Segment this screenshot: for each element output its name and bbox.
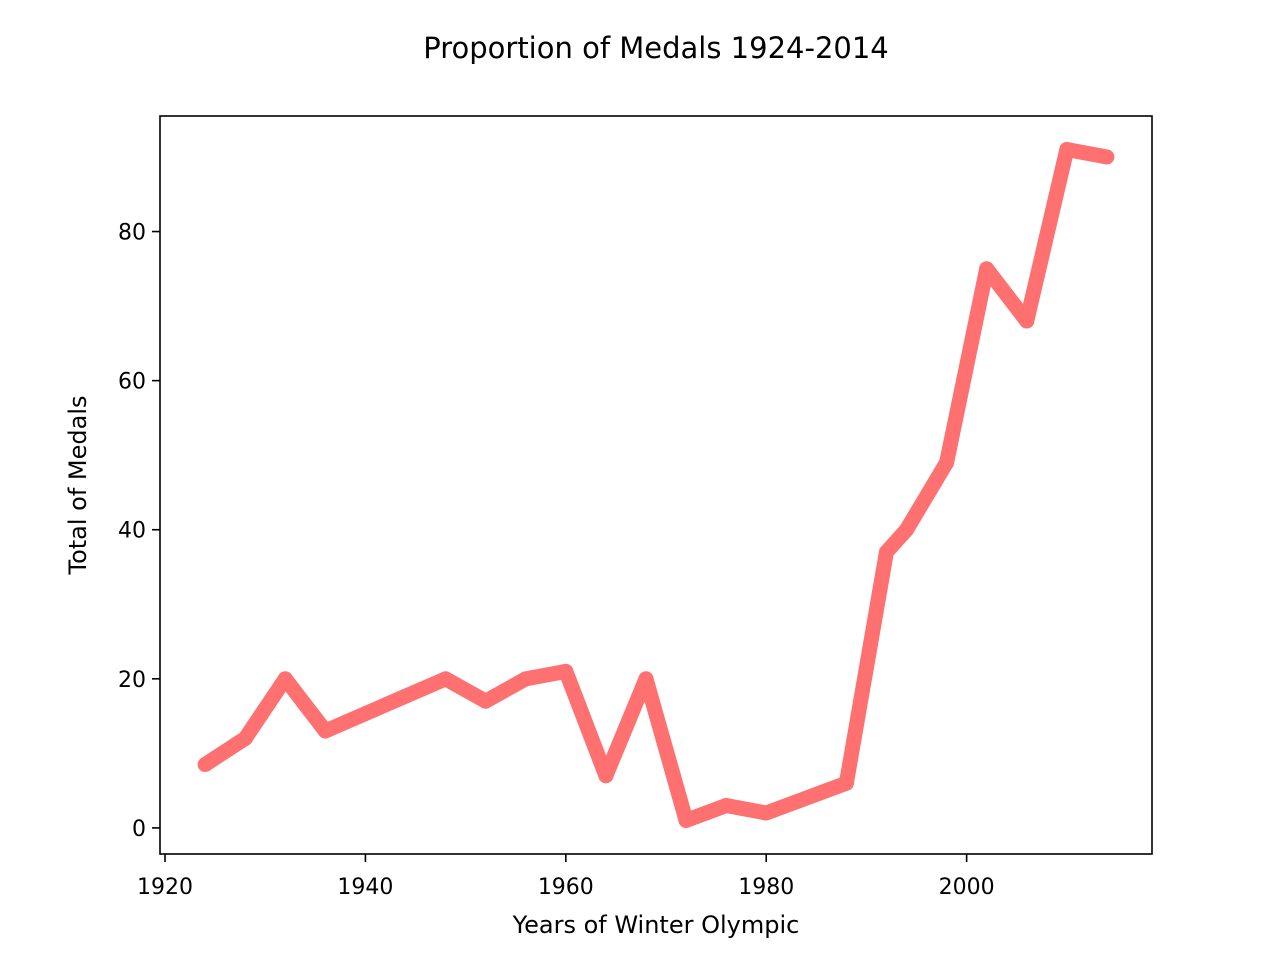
data-point — [277, 671, 293, 687]
series-layer — [197, 142, 1115, 828]
y-tick-label: 0 — [132, 817, 146, 842]
data-point — [758, 805, 774, 821]
data-point — [1059, 142, 1075, 158]
x-tick-label: 1980 — [738, 875, 794, 900]
data-point — [518, 671, 534, 687]
data-point — [838, 775, 854, 791]
x-tick-label: 1920 — [137, 875, 193, 900]
x-axis-label: Years of Winter Olympic — [512, 911, 800, 939]
data-point — [558, 663, 574, 679]
chart-title: Proportion of Medals 1924-2014 — [423, 31, 889, 65]
y-axis-label: Total of Medals — [64, 395, 92, 575]
data-point — [678, 812, 694, 828]
data-point — [638, 671, 654, 687]
data-point — [478, 693, 494, 709]
y-tick-label: 80 — [118, 221, 146, 246]
data-point — [899, 522, 915, 538]
data-point — [598, 768, 614, 784]
data-point — [237, 730, 253, 746]
data-point — [718, 798, 734, 814]
y-axis-ticks: 0 20 40 60 80 — [118, 221, 160, 842]
data-point — [1099, 149, 1115, 165]
data-point — [1019, 313, 1035, 329]
data-point — [438, 671, 454, 687]
data-point — [939, 455, 955, 471]
data-point — [979, 261, 995, 277]
x-tick-label: 2000 — [939, 875, 995, 900]
x-axis-ticks: 1920 1940 1960 1980 2000 — [137, 854, 995, 900]
data-point — [317, 723, 333, 739]
x-tick-label: 1940 — [337, 875, 393, 900]
y-tick-label: 60 — [118, 370, 146, 395]
y-tick-label: 40 — [118, 519, 146, 544]
x-tick-label: 1960 — [538, 875, 594, 900]
plot-area-frame — [159, 115, 1153, 855]
data-point — [197, 757, 213, 773]
y-tick-label: 20 — [118, 668, 146, 693]
data-point — [878, 544, 894, 560]
